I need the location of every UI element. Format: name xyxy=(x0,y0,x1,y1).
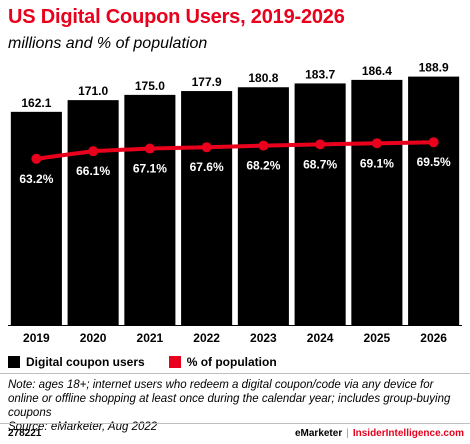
combo-chart: 162.1 171.0 175.0 177.9 180.8 183.7 186.4 188.9… xyxy=(8,61,462,345)
source-text: Source: eMarketer, Aug 2022 xyxy=(8,421,158,433)
population-point-2024 xyxy=(315,139,326,150)
note-block: Note: ages 18+; internet users who redee… xyxy=(8,378,464,434)
bar-2024 xyxy=(294,83,346,325)
legend-item-users: Digital coupon users xyxy=(8,355,145,369)
population-line xyxy=(36,140,434,161)
x-tick-2025: 2025 xyxy=(364,331,391,345)
legend-item-population: % of population xyxy=(168,355,277,369)
note-text: Note: ages 18+; internet users who redee… xyxy=(8,379,451,419)
chart-title: US Digital Coupon Users, 2019-2026 xyxy=(8,6,345,28)
legend-label-population: % of population xyxy=(186,355,277,369)
x-tick-2021: 2021 xyxy=(137,331,164,345)
bar-value-label-2021: 175.0 xyxy=(135,79,165,93)
population-point-2019 xyxy=(31,153,42,164)
bar-2026 xyxy=(408,76,460,325)
population-point-2026 xyxy=(428,137,439,148)
chart-subtitle: millions and % of population xyxy=(8,35,208,52)
x-tick-2022: 2022 xyxy=(193,331,220,345)
population-point-2025 xyxy=(371,138,382,149)
x-tick-2023: 2023 xyxy=(250,331,277,345)
x-tick-2019: 2019 xyxy=(23,331,50,345)
population-point-2020 xyxy=(88,146,99,157)
legend-label-users: Digital coupon users xyxy=(26,355,145,369)
brand-separator: | xyxy=(346,428,349,439)
bar-value-label-2025: 186.4 xyxy=(362,64,392,78)
population-label-2020: 66.1% xyxy=(76,164,110,178)
legend-swatch-users xyxy=(8,356,20,368)
population-label-2024: 68.7% xyxy=(303,157,337,171)
footer-divider xyxy=(0,423,470,424)
bar-value-label-2023: 180.8 xyxy=(248,71,278,85)
population-point-2023 xyxy=(258,140,269,151)
bar-2025 xyxy=(351,79,403,325)
population-label-2019: 63.2% xyxy=(19,172,53,186)
bar-value-label-2022: 177.9 xyxy=(192,75,222,89)
population-label-2023: 68.2% xyxy=(246,159,280,173)
population-label-2021: 67.1% xyxy=(133,162,167,176)
x-tick-2020: 2020 xyxy=(80,331,107,345)
brand-insiderintelligence: InsiderIntelligence.com xyxy=(352,428,464,439)
legend-swatch-population xyxy=(168,356,181,368)
bar-2022 xyxy=(181,91,233,326)
chart-id: 278221 xyxy=(8,428,42,439)
footer-brand: eMarketer | InsiderIntelligence.com xyxy=(295,428,464,439)
bar-value-label-2020: 171.0 xyxy=(78,84,108,98)
bar-2020 xyxy=(67,100,119,325)
bar-value-label-2024: 183.7 xyxy=(305,67,335,81)
bar-value-label-2019: 162.1 xyxy=(21,96,51,110)
x-tick-2026: 2026 xyxy=(420,331,447,345)
bar-value-label-2026: 188.9 xyxy=(419,61,449,75)
population-point-2022 xyxy=(201,142,212,153)
bar-2023 xyxy=(237,87,289,325)
legend: Digital coupon users % of population xyxy=(8,355,301,369)
population-label-2022: 67.6% xyxy=(190,160,224,174)
population-label-2025: 69.1% xyxy=(360,156,394,170)
note-divider xyxy=(0,373,470,374)
bar-2021 xyxy=(124,94,176,325)
population-label-2026: 69.5% xyxy=(417,155,451,169)
population-point-2021 xyxy=(144,143,155,154)
brand-emarketer: eMarketer xyxy=(294,428,343,439)
bar-2019 xyxy=(10,111,62,325)
x-tick-2024: 2024 xyxy=(307,331,334,345)
